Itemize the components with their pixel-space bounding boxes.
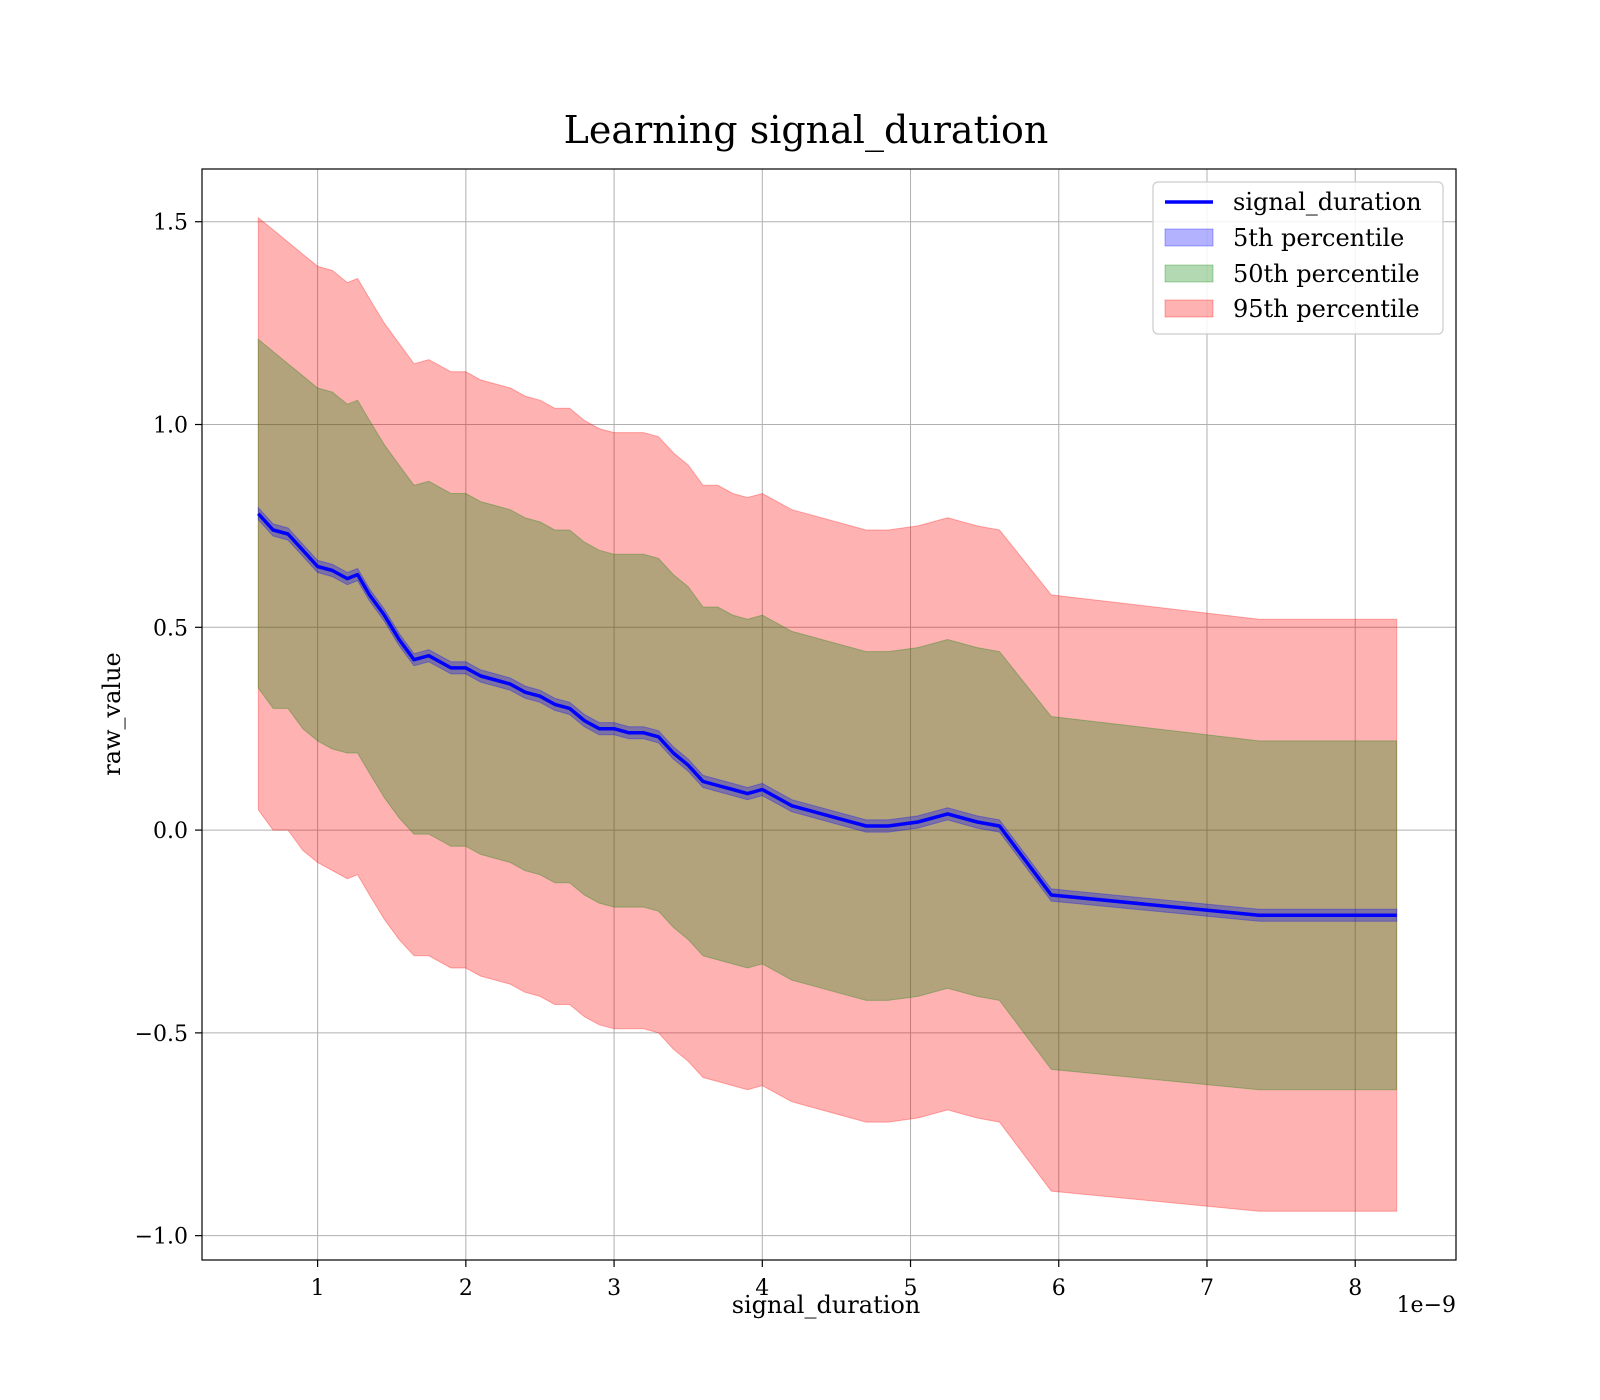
- legend-label-50th-percentile: 50th percentile: [1233, 260, 1420, 288]
- legend-swatch-5th-percentile: [1164, 228, 1214, 247]
- x-tick-label: 5: [904, 1276, 918, 1301]
- x-tick-label: 7: [1200, 1276, 1214, 1301]
- y-axis-ticks: −1.0 −0.5 0.0 0.5 1.0 1.5: [135, 211, 202, 1250]
- x-tick-label: 3: [607, 1276, 621, 1301]
- y-tick-label: 1.0: [153, 414, 188, 439]
- band-95th-percentile: [257, 216, 1398, 1212]
- legend: signal_duration 5th percentile 50th perc…: [1152, 181, 1444, 335]
- x-axis-ticks: 1 2 3 4 5 6 7 8: [311, 1260, 1362, 1301]
- plot-frame: [201, 168, 1457, 1261]
- x-tick-label: 2: [459, 1276, 473, 1301]
- band-5th-percentile: [257, 506, 1398, 922]
- x-axis-scale-label: 1e−9: [1397, 1293, 1456, 1318]
- legend-label-signal-duration: signal_duration: [1233, 188, 1422, 216]
- x-tick-label: 8: [1348, 1276, 1362, 1301]
- x-axis-label: signal_duration: [732, 1291, 921, 1319]
- series-line-signal-duration: [257, 512, 1397, 918]
- legend-box: [1152, 181, 1444, 335]
- y-tick-label: −0.5: [135, 1022, 188, 1047]
- x-tick-label: 1: [311, 1276, 325, 1301]
- legend-label-95th-percentile: 95th percentile: [1233, 295, 1420, 323]
- x-tick-label: 4: [755, 1276, 769, 1301]
- y-axis-label: raw_value: [98, 652, 126, 776]
- y-tick-label: 0.0: [153, 819, 188, 844]
- legend-swatch-50th-percentile: [1164, 264, 1214, 283]
- y-tick-label: −1.0: [135, 1225, 188, 1250]
- chart-title: Learning signal_duration: [564, 108, 1049, 153]
- legend-label-5th-percentile: 5th percentile: [1233, 224, 1404, 252]
- y-tick-label: 1.5: [153, 211, 188, 236]
- percentile-bands: [257, 216, 1398, 1212]
- y-tick-label: 0.5: [153, 616, 188, 641]
- legend-swatch-95th-percentile: [1164, 299, 1214, 318]
- x-tick-label: 6: [1052, 1276, 1066, 1301]
